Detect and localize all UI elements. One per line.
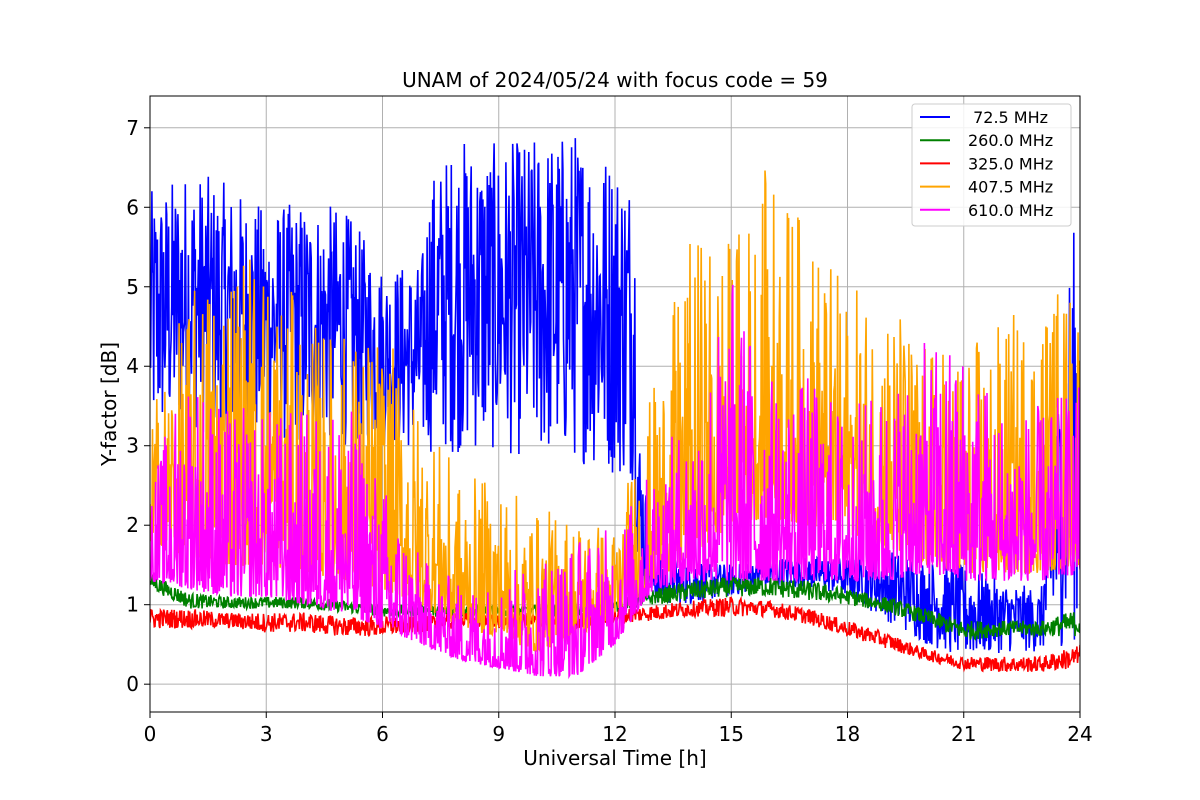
x-tick-label: 12 [602, 722, 627, 746]
y-axis-label: Y-factor [dB] [97, 342, 121, 467]
legend: 72.5 MHz 260.0 MHz 325.0 MHz 407.5 MHz 610.0… [911, 103, 1072, 227]
y-tick-label: 2 [126, 513, 139, 537]
y-tick-label: 5 [126, 275, 139, 299]
legend-box [911, 103, 1072, 227]
series-layer [150, 138, 1080, 680]
y-tick-label: 3 [126, 434, 139, 458]
x-tick-label: 24 [1067, 722, 1092, 746]
series-line [150, 284, 1080, 680]
legend-label: 72.5 MHz [968, 108, 1048, 127]
x-tick-label: 21 [951, 722, 976, 746]
x-tick-label: 0 [144, 722, 157, 746]
x-tick-label: 15 [719, 722, 744, 746]
y-tick-label: 0 [126, 672, 139, 696]
legend-label: 610.0 MHz [968, 201, 1053, 220]
chart-title: UNAM of 2024/05/24 with focus code = 59 [402, 68, 828, 92]
x-axis-label: Universal Time [h] [523, 746, 706, 770]
x-tick-label: 3 [260, 722, 273, 746]
y-tick-label: 7 [126, 116, 139, 140]
legend-label: 260.0 MHz [968, 131, 1053, 150]
legend-label: 325.0 MHz [968, 154, 1053, 173]
x-tick-label: 6 [376, 722, 389, 746]
y-tick-label: 1 [126, 593, 139, 617]
x-tick-label: 18 [835, 722, 860, 746]
y-tick-label: 6 [126, 195, 139, 219]
series-line [150, 138, 1080, 654]
y-tick-label: 4 [126, 354, 139, 378]
legend-label: 407.5 MHz [968, 178, 1053, 197]
x-tick-label: 9 [492, 722, 505, 746]
